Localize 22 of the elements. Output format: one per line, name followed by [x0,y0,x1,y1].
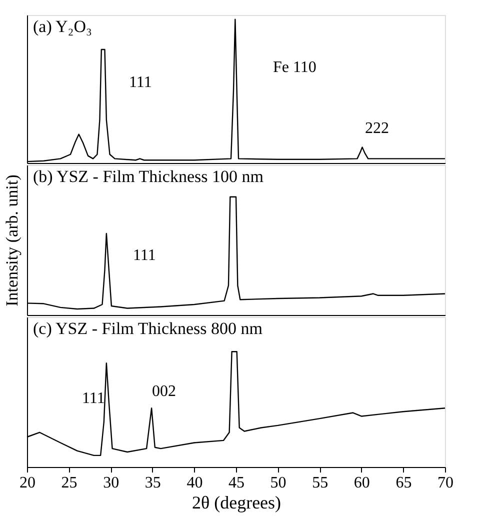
annotation: 002 [152,383,176,400]
x-tick-label: 60 [354,474,370,492]
chart-title: (c) YSZ - Film Thickness 800 nm [33,319,262,338]
x-tick-label: 40 [186,474,203,492]
x-tick-label: 55 [312,474,328,492]
annotation: 222 [365,120,389,137]
chart-title: (b) YSZ - Film Thickness 100 nm [33,167,264,186]
annotation: 111 [129,74,152,91]
annotation: 111 [133,247,156,264]
x-tick-label: 45 [228,474,244,492]
x-tick-label: 35 [144,474,161,492]
y-axis-title: Intensity (arb. unit) [2,174,22,306]
x-tick-label: 50 [270,474,286,492]
x-tick-label: 70 [438,474,454,492]
chart-title: (a) Y₂O₃ [33,17,92,36]
x-tick-label: 65 [396,474,412,492]
annotation: 111 [82,390,105,407]
x-tick-label: 30 [103,474,120,492]
annotation: Fe 110 [273,59,316,76]
x-tick-label: 25 [61,474,78,492]
x-axis-title: 2θ (degrees) [192,492,282,512]
x-tick-label: 20 [20,474,36,492]
